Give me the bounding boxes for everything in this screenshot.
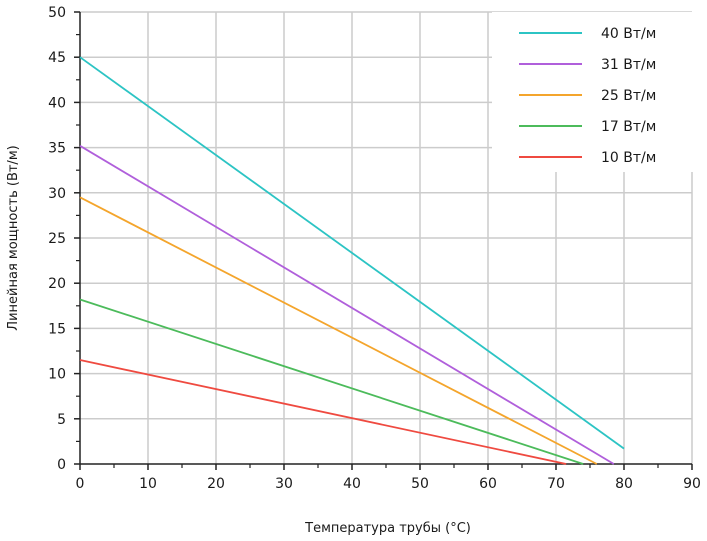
legend: 40 Вт/м 31 Вт/м 25 Вт/м 17 Вт/м 10 Вт/м — [492, 12, 702, 172]
series-line — [79, 359, 567, 465]
x-tick-label: 70 — [547, 476, 565, 492]
series-line — [79, 56, 625, 450]
series-line — [79, 196, 598, 465]
legend-label: 31 Вт/м — [601, 57, 656, 73]
x-tick-label: 0 — [76, 476, 85, 492]
grid — [80, 11, 693, 464]
x-tick-label: 80 — [615, 476, 633, 492]
x-tick-label: 40 — [343, 476, 361, 492]
series-line — [79, 145, 615, 465]
y-tick-label: 20 — [48, 276, 66, 292]
y-tick-label: 5 — [57, 412, 66, 428]
x-tick-label: 30 — [275, 476, 293, 492]
y-tick-label: 40 — [48, 95, 66, 111]
y-tick-label: 10 — [48, 367, 66, 383]
axes: 0 10 20 30 40 50 60 70 80 90 0 5 10 15 20 25 30 35 40 45 50 — [48, 5, 701, 492]
legend-label: 10 Вт/м — [601, 150, 656, 166]
x-tick-label: 60 — [479, 476, 497, 492]
y-tick-label: 50 — [48, 5, 66, 21]
y-tick-label: 15 — [48, 321, 66, 337]
x-tick-label: 50 — [411, 476, 429, 492]
legend-label: 40 Вт/м — [601, 26, 656, 42]
legend-label: 25 Вт/м — [601, 88, 656, 104]
series-lines — [79, 56, 625, 465]
x-tick-label: 10 — [139, 476, 157, 492]
y-tick-label: 30 — [48, 186, 66, 202]
y-tick-label: 45 — [48, 50, 66, 66]
y-tick-label: 0 — [57, 457, 66, 473]
y-tick-label: 35 — [48, 141, 66, 157]
y-tick-label: 25 — [48, 231, 66, 247]
legend-label: 17 Вт/м — [601, 119, 656, 135]
x-tick-label: 20 — [207, 476, 225, 492]
x-tick-label: 90 — [683, 476, 701, 492]
legend-box — [492, 12, 702, 172]
y-axis-title: Линейная мощность (Вт/м) — [6, 145, 21, 330]
series-line — [79, 298, 584, 465]
x-axis-title: Температура трубы (°C) — [304, 521, 471, 536]
